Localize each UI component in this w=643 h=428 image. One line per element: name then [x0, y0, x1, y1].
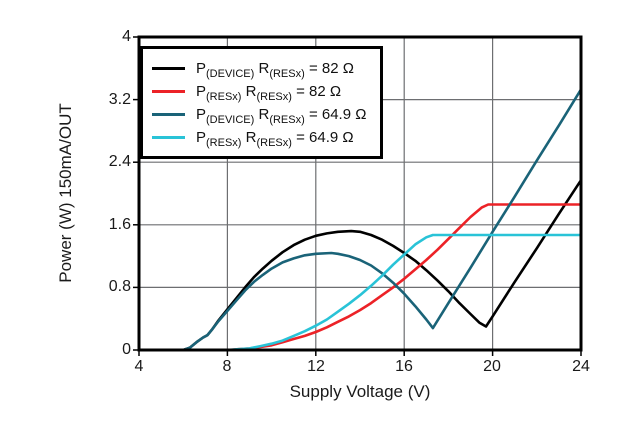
- legend: P(DEVICE) R(RESx) = 82 Ω P(RESx) R(RESx)…: [140, 46, 383, 159]
- x-tick-label: 20: [483, 358, 501, 375]
- y-tick-label: 4: [122, 28, 131, 45]
- y-tick-label: 1.6: [108, 216, 131, 233]
- x-tick-label: 24: [572, 358, 590, 375]
- series-line-1: [228, 203, 583, 352]
- x-tick-label: 12: [307, 358, 325, 375]
- x-tick-label: 16: [395, 358, 413, 375]
- legend-label: P(DEVICE) R(RESx) = 64.9 Ω: [196, 106, 367, 126]
- legend-swatch-teal-line: [152, 113, 185, 116]
- y-tick-label: 0: [122, 341, 131, 358]
- y-axis-title: Power (W) 150mA/OUT: [56, 103, 75, 283]
- legend-label: P(RESx) R(RESx) = 82 Ω: [196, 83, 342, 103]
- legend-swatch-cyan-line: [152, 136, 185, 139]
- legend-item: P(RESx) R(RESx) = 82 Ω: [152, 80, 380, 103]
- x-tick-label: 8: [222, 358, 232, 375]
- legend-label: P(DEVICE) R(RESx) = 82 Ω: [196, 60, 354, 80]
- legend-label: P(RESx) R(RESx) = 64.9 Ω: [196, 129, 354, 149]
- series-line-3: [226, 233, 583, 352]
- legend-item: P(DEVICE) R(RESx) = 64.9 Ω: [152, 103, 380, 126]
- y-tick-label: 3.2: [108, 91, 131, 108]
- x-axis-title: Supply Voltage (V): [289, 382, 431, 401]
- x-tick-label: 4: [134, 358, 144, 375]
- legend-item: P(RESx) R(RESx) = 64.9 Ω: [152, 126, 380, 149]
- legend-item: P(DEVICE) R(RESx) = 82 Ω: [152, 57, 380, 80]
- y-tick-label: 2.4: [108, 153, 131, 170]
- legend-swatch-red-line: [152, 90, 185, 93]
- legend-swatch-black-line: [152, 67, 185, 70]
- series-line-2: [181, 88, 583, 352]
- plot-frame: [137, 35, 583, 352]
- y-tick-label: 0.8: [108, 278, 131, 295]
